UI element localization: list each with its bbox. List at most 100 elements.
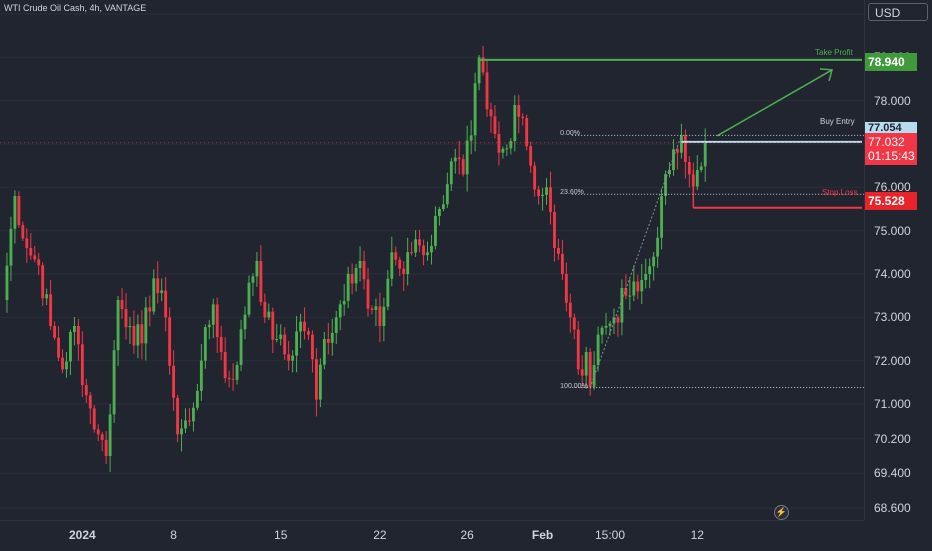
- candle: [616, 314, 620, 337]
- candle-body: [188, 420, 191, 422]
- candle-body: [267, 311, 271, 318]
- candle-body: [92, 408, 96, 430]
- candle-body: [537, 189, 541, 196]
- candle: [76, 318, 80, 361]
- candle: [560, 239, 564, 281]
- candle: [207, 319, 211, 340]
- candle: [437, 206, 441, 226]
- candle: [116, 296, 120, 366]
- price-chart[interactable]: [0, 0, 864, 520]
- candle-body: [17, 196, 21, 225]
- candle-body: [41, 265, 45, 299]
- candle: [21, 221, 25, 241]
- candle: [25, 228, 29, 263]
- time-tick-label: 26: [460, 528, 474, 542]
- candle: [564, 262, 568, 312]
- candle: [632, 265, 636, 302]
- symbol-title: WTI Crude Oil Cash, 4h, VANTAGE: [4, 3, 147, 13]
- candle-body: [9, 228, 13, 266]
- price-tick-label: 75.000: [874, 223, 911, 238]
- candle-body: [164, 290, 168, 318]
- candle-body: [21, 224, 25, 239]
- candle: [386, 269, 390, 311]
- candle-body: [172, 365, 176, 398]
- candle-body: [311, 334, 314, 360]
- candle: [592, 351, 596, 390]
- candle-body: [291, 355, 295, 361]
- candle-body: [557, 248, 560, 254]
- candle-body: [227, 378, 231, 379]
- candle: [295, 315, 299, 373]
- candle-body: [457, 157, 461, 160]
- candle-body: [576, 329, 580, 370]
- time-tick-label: 8: [170, 528, 177, 542]
- candle: [545, 178, 548, 205]
- candle-body: [489, 109, 493, 117]
- candle-body: [656, 237, 660, 257]
- candle: [418, 229, 421, 253]
- candle-body: [124, 309, 128, 328]
- candle-body: [473, 83, 477, 136]
- candle: [203, 324, 207, 369]
- candle-body: [564, 274, 568, 303]
- candle-body: [414, 239, 418, 253]
- candle: [299, 313, 302, 349]
- candle-body: [703, 141, 707, 167]
- candle: [501, 146, 505, 159]
- price-tick-label: 72.000: [874, 353, 911, 368]
- candle: [243, 306, 247, 340]
- candle: [184, 408, 187, 433]
- candle-body: [362, 261, 366, 280]
- candle: [553, 204, 556, 262]
- candle-body: [45, 294, 49, 299]
- candle: [132, 310, 136, 354]
- price-tick-label: 69.400: [874, 466, 911, 481]
- candle-body: [521, 116, 525, 118]
- lightning-icon[interactable]: ⚡: [774, 505, 789, 520]
- candle: [279, 324, 283, 346]
- candle: [489, 102, 493, 133]
- candle: [374, 298, 378, 327]
- candle: [49, 280, 53, 331]
- time-scale[interactable]: [0, 520, 864, 551]
- candle-body: [477, 57, 481, 84]
- candle-body: [37, 259, 41, 266]
- candle-body: [61, 357, 64, 370]
- candle: [247, 275, 251, 318]
- candle-body: [84, 385, 88, 396]
- price-tick-label: 68.600: [874, 501, 911, 515]
- candle: [251, 273, 255, 297]
- candle: [703, 128, 707, 182]
- candle: [311, 330, 314, 373]
- candle-body: [648, 266, 652, 274]
- candle-body: [628, 295, 632, 297]
- candle-body: [5, 265, 9, 300]
- candle: [370, 305, 374, 315]
- candle: [445, 172, 449, 208]
- candle-body: [449, 161, 453, 185]
- candle-body: [72, 326, 76, 332]
- candle-body: [652, 256, 656, 267]
- candle: [342, 284, 346, 316]
- candle: [314, 348, 318, 417]
- candle-body: [632, 281, 636, 296]
- candle-body: [394, 252, 398, 260]
- candle: [584, 346, 588, 389]
- price-scale[interactable]: [864, 0, 932, 520]
- buy-entry-price-tag: 77.054: [865, 122, 917, 134]
- candle-body: [128, 326, 132, 328]
- candle-body: [136, 324, 140, 346]
- fibonacci-level-label: 0.00%: [560, 130, 581, 138]
- candle: [235, 361, 239, 385]
- candle: [148, 295, 152, 327]
- time-tick-label: 15:00: [594, 528, 626, 542]
- candle: [287, 341, 291, 371]
- currency-selector[interactable]: USD: [868, 3, 928, 21]
- chart-grid: [0, 13, 864, 509]
- candle-body: [358, 261, 362, 268]
- candle: [322, 331, 326, 370]
- candle: [378, 292, 382, 343]
- stop-loss-label: Stop Loss: [822, 188, 858, 197]
- candle: [199, 343, 203, 401]
- candle-body: [660, 196, 664, 238]
